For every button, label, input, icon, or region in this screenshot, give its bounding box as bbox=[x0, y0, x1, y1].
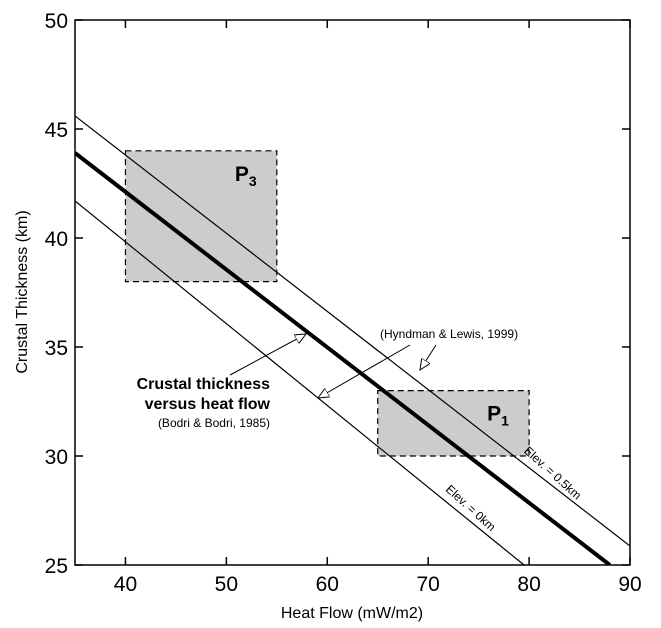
elev-05-label: Elev. = 0.5km bbox=[521, 444, 584, 503]
region-p3 bbox=[124, 150, 278, 283]
hyndman-citation: (Hyndman & Lewis, 1999) bbox=[380, 327, 518, 341]
x-tick-label: 40 bbox=[114, 573, 137, 596]
bodri-citation: (Bodri & Bodri, 1985) bbox=[158, 416, 270, 430]
arrow-bodri bbox=[229, 334, 306, 376]
annotation-bold-line2: versus heat flow bbox=[145, 396, 271, 413]
arrow-hyndman-upper bbox=[420, 344, 437, 370]
y-tick-label: 30 bbox=[45, 446, 68, 469]
x-tick-label: 60 bbox=[316, 573, 339, 596]
x-tick-label: 70 bbox=[417, 573, 440, 596]
y-tick-label: 50 bbox=[45, 10, 68, 33]
y-axis-title: Crustal Thickness (km) bbox=[14, 210, 31, 373]
arrow-hyndman bbox=[318, 344, 411, 398]
series-lines bbox=[75, 115, 630, 565]
plot-frame bbox=[74, 19, 631, 566]
x-tick-label: 50 bbox=[215, 573, 238, 596]
annotation-bold-line1: Crustal thickness bbox=[137, 376, 270, 393]
x-tick-label: 90 bbox=[618, 573, 641, 596]
series-line-1 bbox=[75, 151, 612, 565]
elev-0-label: Elev. = 0km bbox=[443, 482, 499, 534]
series-line-3 bbox=[75, 200, 525, 565]
x-axis-title: Heat Flow (mW/m2) bbox=[281, 605, 423, 622]
x-tick-label: 80 bbox=[517, 573, 540, 596]
y-tick-label: 40 bbox=[45, 228, 68, 251]
y-tick-label: 25 bbox=[45, 555, 68, 578]
y-tick-label: 35 bbox=[45, 337, 68, 360]
series-line-2 bbox=[75, 115, 630, 547]
axis-ticks: 40 50 60 70 80 90 25 30 35 40 45 50 bbox=[45, 10, 642, 596]
y-tick-label: 45 bbox=[45, 119, 68, 142]
